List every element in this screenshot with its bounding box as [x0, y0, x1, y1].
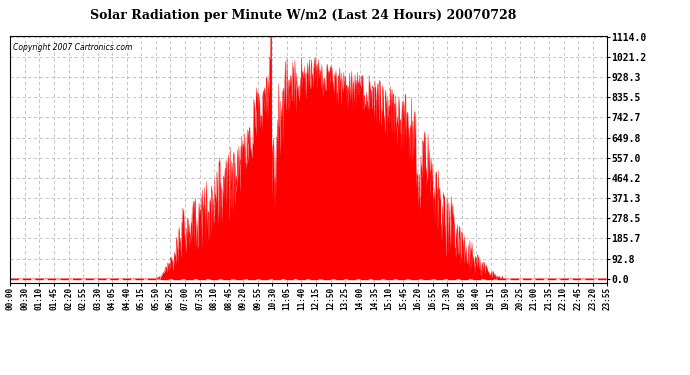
Text: Solar Radiation per Minute W/m2 (Last 24 Hours) 20070728: Solar Radiation per Minute W/m2 (Last 24… — [90, 9, 517, 22]
Text: Copyright 2007 Cartronics.com: Copyright 2007 Cartronics.com — [13, 43, 132, 52]
